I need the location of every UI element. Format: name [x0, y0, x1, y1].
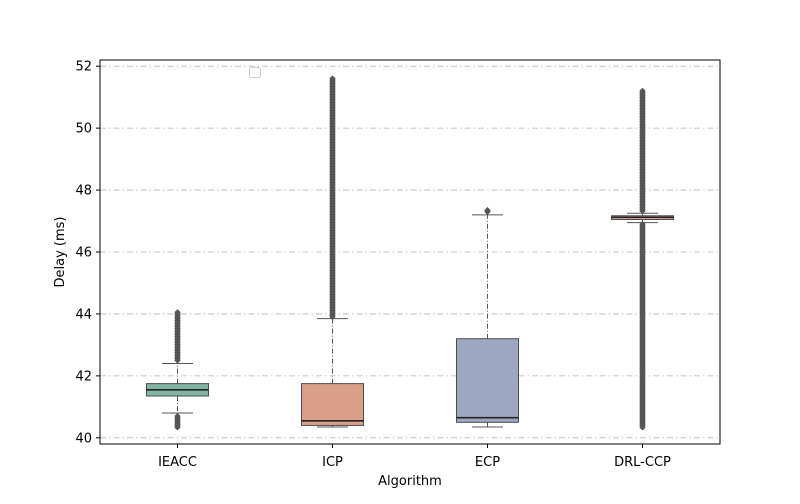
outlier-low [174, 424, 181, 431]
y-tick-label: 50 [75, 122, 92, 137]
axes: 40 42 44 46 48 50 52 IEACC ICP ECP DRL-CCP [75, 59, 721, 470]
outlier-high [484, 208, 491, 215]
y-tick-label: 48 [75, 184, 92, 199]
outlier-high [639, 207, 646, 215]
iqr-box [456, 338, 519, 423]
legend-box [249, 67, 261, 78]
outlier-low [639, 424, 646, 431]
x-tick-label: DRL-CCP [614, 455, 671, 470]
outlier-high [329, 313, 336, 321]
box-ieacc [146, 309, 209, 431]
y-tick-label: 40 [75, 431, 92, 446]
y-tick-label: 52 [75, 60, 92, 75]
x-tick-label: ECP [475, 455, 500, 470]
y-tick-label: 44 [75, 307, 92, 322]
iqr-box [301, 383, 364, 426]
box-drl-ccp [611, 87, 674, 431]
y-tick-label: 46 [75, 246, 92, 261]
y-tick-label: 42 [75, 369, 92, 384]
x-tick-label: ICP [322, 455, 343, 470]
box-icp [301, 75, 364, 428]
x-axis-label: Algorithm [378, 474, 442, 489]
y-axis-label: Delay (ms) [53, 217, 68, 288]
grid-lines [100, 65, 720, 439]
box-ecp [456, 206, 519, 428]
x-tick-label: IEACC [158, 455, 197, 470]
outlier-high [174, 357, 181, 364]
box-series [146, 75, 674, 431]
